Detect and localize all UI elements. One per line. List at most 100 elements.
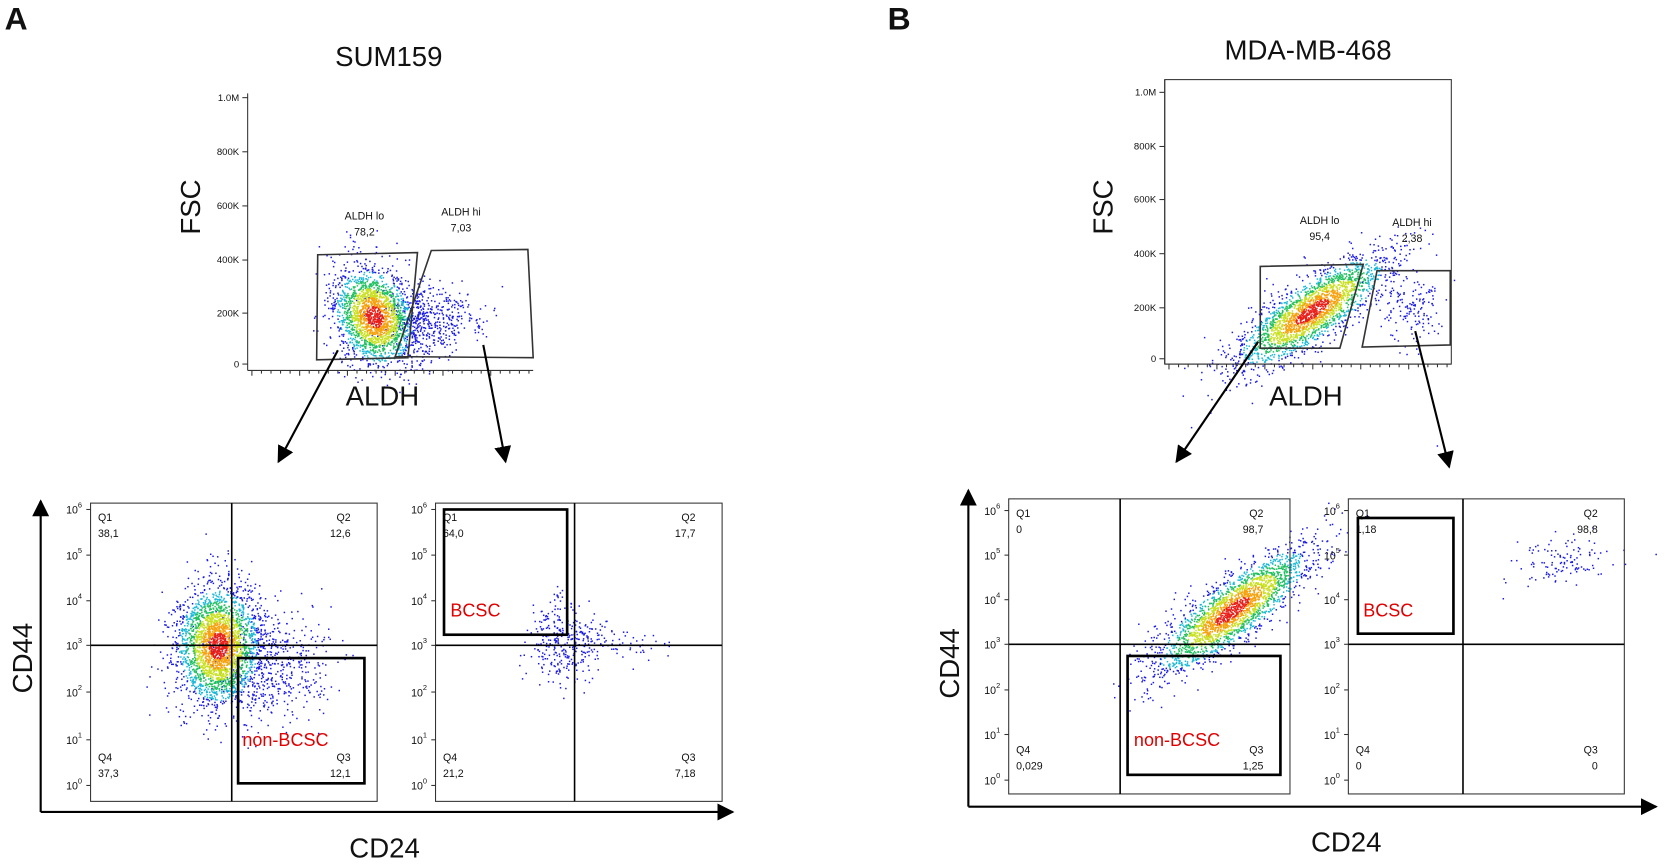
event-dot bbox=[391, 275, 393, 278]
event-dot bbox=[249, 675, 252, 678]
event-dot bbox=[430, 308, 432, 310]
event-dot bbox=[259, 710, 262, 712]
event-dot bbox=[221, 633, 223, 636]
event-dot bbox=[431, 350, 433, 353]
event-dot bbox=[442, 333, 445, 335]
event-dot bbox=[265, 633, 268, 636]
event-dot bbox=[355, 331, 358, 334]
event-dot bbox=[365, 352, 367, 354]
event-dot bbox=[190, 625, 192, 627]
event-dot bbox=[197, 634, 200, 636]
event-dot bbox=[356, 329, 358, 332]
event-dot bbox=[196, 665, 199, 667]
event-dot bbox=[369, 349, 372, 351]
event-dot bbox=[361, 339, 363, 342]
event-dot bbox=[360, 315, 363, 317]
event-dot bbox=[385, 289, 388, 292]
event-dot bbox=[358, 302, 361, 305]
event-dot bbox=[249, 636, 252, 638]
event-dot bbox=[414, 299, 417, 302]
event-dot bbox=[225, 611, 227, 614]
event-dot bbox=[275, 652, 277, 655]
event-dot bbox=[355, 319, 357, 321]
event-dot bbox=[369, 342, 372, 344]
event-dot bbox=[354, 323, 356, 326]
event-dot bbox=[381, 303, 383, 306]
event-dot bbox=[197, 578, 200, 580]
event-dot bbox=[377, 302, 379, 305]
event-dot bbox=[149, 714, 151, 716]
event-dot bbox=[250, 591, 252, 593]
event-dot bbox=[385, 297, 388, 300]
event-dot bbox=[203, 641, 205, 644]
event-dot bbox=[397, 327, 399, 329]
event-dot bbox=[375, 332, 377, 334]
event-dot bbox=[260, 633, 262, 636]
event-dot bbox=[342, 335, 345, 337]
event-dot bbox=[378, 269, 380, 271]
event-dot bbox=[369, 334, 371, 336]
event-dot bbox=[365, 339, 367, 342]
event-dot bbox=[268, 662, 270, 664]
event-dot bbox=[236, 617, 238, 620]
event-dot bbox=[379, 329, 382, 332]
event-dot bbox=[398, 300, 400, 302]
event-dot bbox=[196, 613, 199, 616]
event-dot bbox=[350, 310, 352, 313]
event-dot bbox=[223, 623, 226, 625]
event-dot bbox=[386, 345, 388, 347]
event-dot bbox=[416, 337, 418, 339]
event-dot bbox=[426, 346, 429, 348]
event-dot bbox=[247, 613, 249, 615]
event-dot bbox=[415, 306, 418, 309]
event-dot bbox=[215, 637, 218, 639]
event-dot bbox=[195, 641, 198, 643]
event-dot bbox=[348, 280, 350, 283]
event-dot bbox=[390, 314, 392, 316]
event-dot bbox=[353, 329, 356, 331]
event-dot bbox=[235, 676, 237, 678]
event-dot bbox=[341, 360, 343, 363]
event-dot bbox=[398, 317, 400, 319]
event-dot bbox=[205, 729, 208, 731]
event-dot bbox=[215, 602, 217, 604]
event-dot bbox=[354, 286, 356, 288]
event-dot bbox=[202, 646, 204, 648]
event-dot bbox=[436, 312, 438, 314]
event-dot bbox=[359, 315, 361, 317]
event-dot bbox=[223, 623, 225, 625]
event-dot bbox=[378, 337, 381, 340]
event-dot bbox=[219, 610, 222, 613]
event-dot bbox=[257, 653, 260, 655]
event-dot bbox=[438, 357, 441, 359]
event-dot bbox=[212, 678, 214, 680]
event-dot bbox=[322, 712, 325, 715]
event-dot bbox=[359, 325, 361, 327]
event-dot bbox=[218, 593, 221, 596]
event-dot bbox=[339, 294, 342, 297]
event-dot bbox=[231, 685, 234, 688]
event-dot bbox=[165, 624, 167, 626]
event-dot bbox=[223, 618, 225, 620]
event-dot bbox=[196, 635, 199, 638]
event-dot bbox=[331, 315, 334, 318]
event-dot bbox=[251, 651, 254, 654]
event-dot bbox=[185, 722, 188, 725]
event-dot bbox=[181, 663, 184, 666]
event-dot bbox=[346, 321, 348, 324]
event-dot bbox=[361, 278, 363, 281]
event-dot bbox=[385, 337, 387, 339]
event-dot bbox=[420, 309, 423, 311]
event-dot bbox=[280, 674, 282, 677]
event-dot bbox=[439, 332, 441, 335]
event-dot bbox=[315, 273, 318, 275]
event-dot bbox=[394, 334, 397, 336]
event-dot bbox=[426, 352, 429, 354]
event-dot bbox=[208, 700, 211, 702]
event-dot bbox=[195, 675, 197, 677]
event-dot bbox=[213, 625, 215, 627]
event-dot bbox=[217, 616, 219, 619]
event-dot bbox=[355, 307, 358, 310]
event-dot bbox=[442, 318, 445, 320]
event-dot bbox=[210, 645, 212, 648]
